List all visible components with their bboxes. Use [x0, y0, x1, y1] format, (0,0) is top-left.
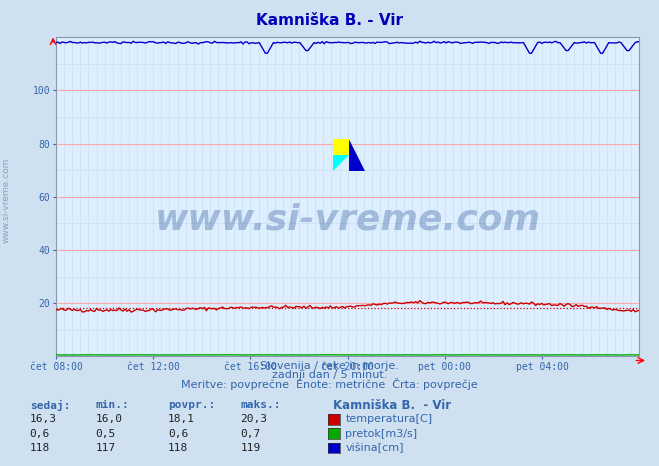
Text: 0,6: 0,6 — [30, 429, 50, 439]
Text: povpr.:: povpr.: — [168, 400, 215, 411]
Text: 0,6: 0,6 — [168, 429, 188, 439]
Text: 16,3: 16,3 — [30, 414, 57, 425]
Text: Kamniška B.  - Vir: Kamniška B. - Vir — [333, 399, 451, 412]
Text: min.:: min.: — [96, 400, 129, 411]
Text: 18,1: 18,1 — [168, 414, 195, 425]
Text: sedaj:: sedaj: — [30, 400, 70, 411]
Polygon shape — [333, 155, 349, 171]
Text: 118: 118 — [30, 443, 50, 453]
Text: 16,0: 16,0 — [96, 414, 123, 425]
Text: višina[cm]: višina[cm] — [345, 443, 404, 453]
Text: 0,5: 0,5 — [96, 429, 116, 439]
Text: www.si-vreme.com: www.si-vreme.com — [155, 202, 540, 236]
Text: Slovenija / reke in morje.: Slovenija / reke in morje. — [260, 361, 399, 371]
Text: Meritve: povprečne  Enote: metrične  Črta: povprečje: Meritve: povprečne Enote: metrične Črta:… — [181, 378, 478, 391]
Polygon shape — [349, 139, 365, 171]
Text: 118: 118 — [168, 443, 188, 453]
Text: 0,7: 0,7 — [241, 429, 261, 439]
Text: Kamniška B. - Vir: Kamniška B. - Vir — [256, 14, 403, 28]
Text: temperatura[C]: temperatura[C] — [345, 414, 432, 425]
Text: 20,3: 20,3 — [241, 414, 268, 425]
Text: 119: 119 — [241, 443, 261, 453]
Text: pretok[m3/s]: pretok[m3/s] — [345, 429, 417, 439]
Text: www.si-vreme.com: www.si-vreme.com — [2, 158, 11, 243]
Text: zadnji dan / 5 minut.: zadnji dan / 5 minut. — [272, 370, 387, 380]
Text: 117: 117 — [96, 443, 116, 453]
Polygon shape — [333, 139, 349, 155]
Text: maks.:: maks.: — [241, 400, 281, 411]
